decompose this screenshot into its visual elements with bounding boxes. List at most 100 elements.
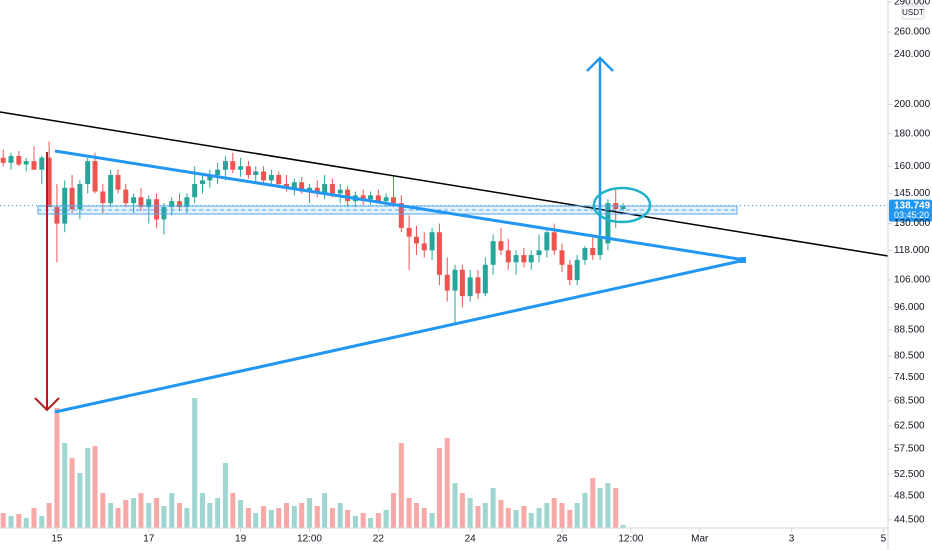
price-tag-box xyxy=(889,199,932,222)
volume-bar xyxy=(467,498,473,528)
handle xyxy=(740,257,746,263)
candle-body xyxy=(567,264,573,280)
candle-body xyxy=(85,161,91,185)
y-tick-label: 96.000 xyxy=(894,302,925,313)
y-tick-label: 118.000 xyxy=(894,245,930,256)
unit-box[interactable] xyxy=(901,5,925,20)
candle-body xyxy=(207,174,213,181)
candle-body xyxy=(199,180,205,185)
candle-body xyxy=(582,248,588,260)
candle-body xyxy=(8,156,14,163)
x-tick-label: 19 xyxy=(235,534,247,545)
volume-bar xyxy=(161,506,167,528)
candle-body xyxy=(31,161,37,170)
candle-body xyxy=(92,161,98,192)
y-tick-label: 62.500 xyxy=(894,421,925,432)
volume-bar xyxy=(215,498,221,528)
y-tick-label: 240.000 xyxy=(894,49,931,60)
candle-body xyxy=(154,199,160,220)
candle-body xyxy=(69,187,75,210)
candle-body xyxy=(498,241,504,251)
volume-bar xyxy=(100,493,106,528)
candle-body xyxy=(368,195,374,200)
candle-body xyxy=(177,201,183,208)
candle-body xyxy=(238,166,244,170)
candle-body xyxy=(528,255,534,263)
candle-body xyxy=(299,182,305,192)
volume-bar xyxy=(459,493,465,528)
candle-body xyxy=(544,232,550,251)
y-tick-label: 57.500 xyxy=(894,444,925,455)
candle-body xyxy=(261,171,267,181)
candle-body xyxy=(513,255,519,263)
zone xyxy=(37,205,738,215)
y-tick-label: 290.000 xyxy=(894,0,931,8)
volume-bar xyxy=(268,510,274,528)
volume-layer xyxy=(0,398,626,528)
y-tick-label: 260.000 xyxy=(894,27,931,38)
candle-body xyxy=(444,274,450,291)
volume-bar xyxy=(528,513,534,528)
candle-body xyxy=(429,232,435,251)
volume-bar xyxy=(306,498,312,528)
countdown: 03:45:20 xyxy=(894,210,929,220)
volume-bar xyxy=(291,506,297,528)
volume-bar xyxy=(115,508,121,528)
volume-bar xyxy=(253,513,259,528)
volume-bar xyxy=(590,478,596,528)
candle-body xyxy=(482,264,488,294)
volume-bar xyxy=(559,503,565,528)
volume-bar xyxy=(23,518,29,528)
candle-body xyxy=(184,197,190,208)
candle-body xyxy=(16,156,22,165)
volume-bar xyxy=(482,503,488,528)
volume-bar xyxy=(567,510,573,528)
volume-bar xyxy=(475,506,481,528)
y-tick-label: 48.500 xyxy=(894,491,925,502)
last-price: 138.749 xyxy=(894,201,931,212)
up-arrow-head xyxy=(586,56,614,72)
candle-body xyxy=(123,189,129,204)
drawings xyxy=(0,56,889,414)
volume-bar xyxy=(406,498,412,528)
volume-bar xyxy=(314,506,320,528)
candle-body xyxy=(551,232,557,251)
volume-bar xyxy=(613,488,619,528)
volume-bar xyxy=(92,446,98,528)
x-tick-label: 12:00 xyxy=(618,534,643,545)
candle-body xyxy=(23,161,29,165)
volume-bar xyxy=(452,483,458,528)
candle-body xyxy=(421,243,427,251)
triangle-top xyxy=(54,149,746,262)
candle-body xyxy=(590,248,596,256)
volume-bar xyxy=(192,398,198,528)
volume-bar xyxy=(245,508,251,528)
volume-bar xyxy=(8,516,14,528)
volume-bar xyxy=(146,503,152,528)
volume-bar xyxy=(574,503,580,528)
candle-body xyxy=(230,161,236,170)
candle-body xyxy=(413,236,419,244)
volume-bar xyxy=(46,503,52,528)
volume-bar xyxy=(521,506,527,528)
volume-bar xyxy=(123,500,129,528)
y-tick-label: 68.500 xyxy=(894,395,925,406)
y-tick-label: 160.000 xyxy=(894,161,931,172)
y-tick-label: 180.000 xyxy=(894,128,931,139)
y-tick-label: 145.000 xyxy=(894,188,931,199)
candle-body xyxy=(306,187,312,192)
volume-bar xyxy=(39,516,45,528)
volume-bar xyxy=(54,408,60,528)
candle-body xyxy=(161,207,167,220)
candle-body xyxy=(276,174,282,185)
volume-bar xyxy=(605,483,611,528)
candle-body xyxy=(0,157,6,163)
volume-bar xyxy=(352,516,358,528)
volume-bar xyxy=(498,500,504,528)
volume-bar xyxy=(184,508,190,528)
candle-body xyxy=(505,250,511,263)
candle-body xyxy=(192,184,198,198)
volume-bar xyxy=(138,493,144,528)
x-tick-label: 17 xyxy=(143,534,155,545)
